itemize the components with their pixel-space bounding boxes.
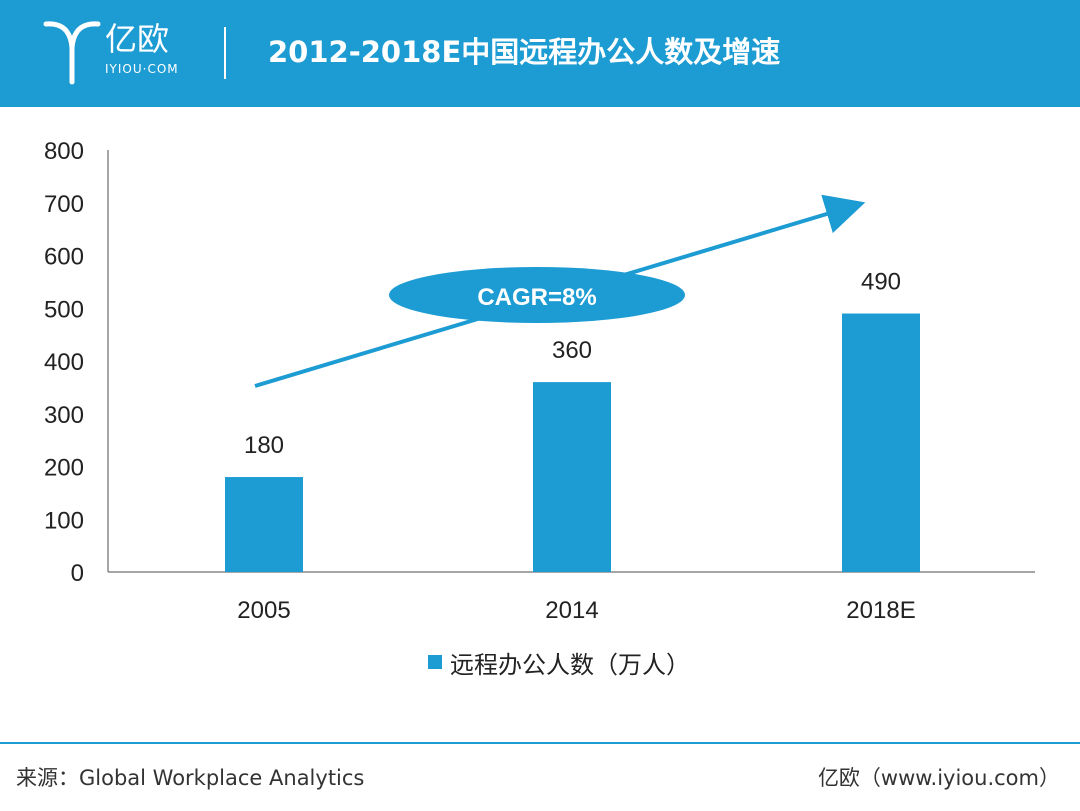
y-tick-label: 700 [44, 191, 84, 218]
header-divider [224, 27, 226, 79]
y-tick-label: 300 [44, 402, 84, 429]
y-tick-label: 800 [44, 138, 84, 165]
data-label: 490 [861, 269, 901, 296]
logo-text: 亿欧 [105, 20, 170, 58]
y-tick-label: 0 [71, 560, 84, 587]
legend-label: 远程办公人数（万人） [450, 650, 690, 679]
yiou-logo-icon [43, 21, 101, 85]
bar-2005 [225, 477, 303, 572]
data-label: 360 [552, 337, 592, 364]
bar-2018e [842, 313, 920, 572]
legend: 远程办公人数（万人） [428, 645, 690, 679]
footer-divider [0, 742, 1080, 744]
source-text: 来源：Global Workplace Analytics [16, 766, 365, 790]
x-tick-label: 2018E [846, 597, 915, 624]
header-bar: 亿欧 IYIOU·COM 2012-2018E中国远程办公人数及增速 [0, 0, 1080, 107]
x-tick-label: 2005 [237, 597, 290, 624]
cagr-annotation: CAGR=8% [389, 267, 685, 323]
y-tick-label: 500 [44, 296, 84, 323]
y-tick-label: 600 [44, 244, 84, 271]
bar-2014 [533, 382, 611, 572]
x-tick-labels: 2005 2014 2018E [237, 597, 915, 624]
data-label: 180 [244, 432, 284, 459]
page-title: 2012-2018E中国远程办公人数及增速 [268, 35, 781, 69]
cagr-label: CAGR=8% [477, 284, 596, 311]
logo-domain: IYIOU·COM [105, 62, 179, 76]
brand-text: 亿欧（www.iyiou.com） [817, 766, 1060, 790]
legend-swatch [428, 655, 442, 669]
bars [225, 313, 920, 572]
y-tick-label: 100 [44, 507, 84, 534]
y-tick-label: 200 [44, 455, 84, 482]
y-ticks: 0 100 200 300 400 500 600 700 800 [44, 138, 84, 587]
x-tick-label: 2014 [545, 597, 598, 624]
y-tick-label: 400 [44, 349, 84, 376]
data-labels: 180 360 490 [244, 269, 901, 460]
